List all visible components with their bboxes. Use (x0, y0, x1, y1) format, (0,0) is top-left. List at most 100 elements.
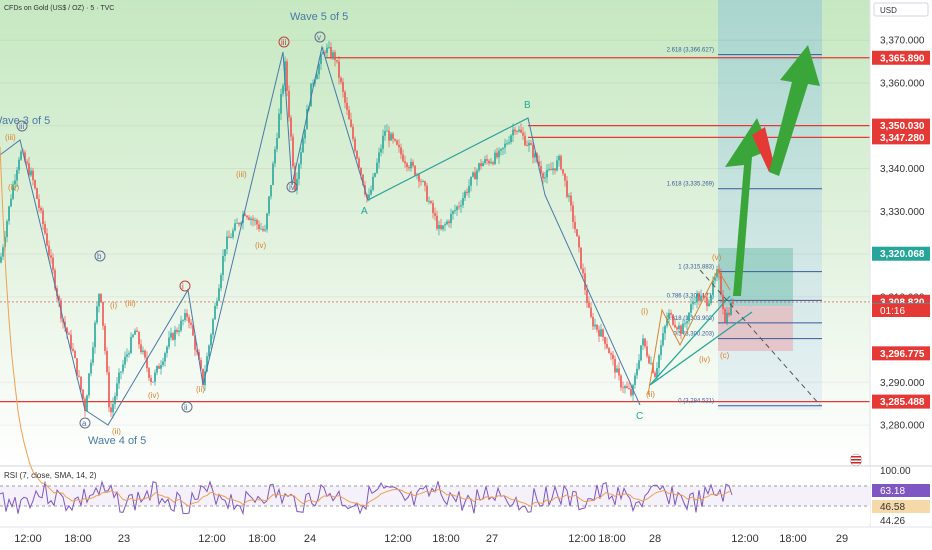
y-tick-label: 3,280.000 (880, 421, 925, 432)
candle-body (234, 223, 236, 231)
candle-body (548, 169, 550, 170)
trend-line-1 (649, 311, 753, 386)
candle-body (244, 214, 246, 216)
fib-level-label: 1 (3,315.883) (678, 265, 714, 271)
candle-body (594, 324, 596, 327)
price-axis[interactable] (870, 0, 932, 465)
svg-text:b: b (97, 252, 102, 261)
time-axis[interactable] (0, 527, 932, 550)
candle-body (176, 329, 178, 333)
candle-body (142, 350, 144, 353)
candle-body (370, 189, 372, 195)
candle-body (504, 143, 506, 148)
candle-body (418, 174, 420, 182)
candle-body (684, 323, 686, 325)
candle-body (522, 132, 524, 136)
candle-body (654, 372, 656, 378)
candle-body (46, 233, 48, 246)
candle-body (602, 329, 604, 338)
y-tick-label: 3,360.000 (880, 78, 925, 89)
candle-body (126, 354, 128, 357)
wave-label-b: B (524, 100, 531, 111)
candle-body (490, 162, 492, 164)
candle-body (274, 149, 276, 164)
candle-body (728, 312, 730, 315)
candle-body (636, 368, 638, 376)
svg-text:(iii): (iii) (236, 170, 247, 179)
candle-body (424, 181, 426, 186)
candle-body (150, 377, 152, 383)
candle-body (692, 302, 694, 305)
projection-arrow-up-2 (769, 45, 820, 176)
x-tick-label: 12:00 (14, 533, 42, 545)
candle-body (212, 319, 214, 335)
wave-label-a: A (361, 206, 368, 217)
candle-body (496, 152, 498, 158)
candle-body (324, 52, 326, 53)
wave-label-c: C (636, 411, 643, 422)
projection-arrow-down (752, 127, 775, 172)
candle-body (66, 327, 68, 334)
candle-body (294, 166, 296, 191)
rsi-value: 63.18 (880, 486, 905, 497)
candle-body (158, 365, 160, 369)
candle-body (534, 153, 536, 158)
candle-body (578, 236, 580, 248)
candle-body (328, 46, 330, 48)
candle-body (516, 131, 518, 133)
currency-box[interactable] (873, 2, 929, 17)
candle-body (144, 350, 146, 358)
candle-body (94, 322, 96, 348)
candle-body (544, 177, 546, 179)
candle-body (116, 383, 118, 397)
candle-body (80, 376, 82, 390)
wave-4-label: Wave 4 of 5 (88, 435, 146, 447)
candle-body (674, 324, 676, 328)
candle-body (482, 163, 484, 167)
candle-body (160, 365, 162, 369)
candle-body (40, 207, 42, 211)
candle-body (282, 85, 284, 95)
candle-body (352, 126, 354, 139)
candle-body (592, 316, 594, 327)
candle-body (4, 236, 6, 248)
candle-body (362, 174, 364, 185)
candle-body (608, 348, 610, 354)
candle-body (566, 180, 568, 197)
candle-body (688, 312, 690, 322)
candle-body (24, 152, 26, 162)
candle-body (172, 333, 174, 340)
candle-body (434, 213, 436, 216)
candle-body (42, 210, 44, 225)
candle-body (342, 82, 344, 92)
symbol-title: CFDs on Gold (US$ / OZ) · 5 · TVC (4, 5, 114, 12)
candle-body (72, 348, 74, 351)
price-tag-label: 3,308.820 (880, 297, 925, 308)
candle-body (246, 215, 248, 218)
candle-body (216, 300, 218, 306)
candle-body (564, 173, 566, 181)
candle-body (470, 176, 472, 186)
candle-body (574, 221, 576, 230)
x-tick-label: 12:00 (731, 533, 759, 545)
svg-text:(iv): (iv) (8, 183, 19, 192)
candle-body (148, 368, 150, 378)
candle-body (576, 229, 578, 237)
candle-body (194, 335, 196, 350)
candle-body (664, 326, 666, 334)
candle-body (258, 224, 260, 229)
candle-body (586, 289, 588, 303)
flag-icon[interactable] (849, 453, 863, 467)
svg-text:(v): (v) (712, 253, 722, 262)
candle-body (272, 163, 274, 186)
fib-level-label: 0.618 (3,303.903) (667, 316, 714, 322)
fib-level-label: 1.618 (3,335.269) (667, 182, 714, 188)
candle-body (476, 170, 478, 180)
candle-body (526, 145, 528, 147)
candle-body (640, 345, 642, 361)
candle-body (122, 364, 124, 372)
candle-body (442, 225, 444, 230)
candle-body (556, 160, 558, 171)
candle-body (36, 188, 38, 199)
